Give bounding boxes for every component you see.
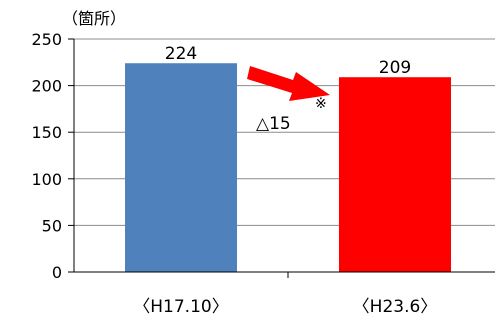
- x-category-label: 〈H17.10〉: [133, 297, 228, 317]
- bar: [125, 63, 237, 273]
- y-tick-label: 250: [31, 30, 62, 49]
- y-tick-label: 150: [31, 123, 62, 142]
- y-tick-label: 100: [31, 170, 62, 189]
- annotation-note-mark: ※: [315, 96, 327, 112]
- bar: [339, 77, 451, 272]
- annotation: △15 ※: [247, 66, 330, 134]
- x-category-label: 〈H23.6〉: [353, 297, 438, 317]
- y-tick-label: 50: [42, 216, 62, 235]
- data-labels: 224 209: [165, 44, 411, 78]
- y-unit-label: （箇所）: [62, 9, 126, 28]
- y-tick-label: 200: [31, 77, 62, 96]
- x-category-labels: 〈H17.10〉 〈H23.6〉: [133, 297, 437, 317]
- y-tick-label: 0: [52, 263, 62, 282]
- annotation-delta-label: △15: [256, 114, 291, 134]
- data-label: 224: [165, 44, 197, 64]
- data-label: 209: [379, 58, 411, 78]
- decrease-arrow-icon: [247, 66, 330, 101]
- bars: [125, 63, 451, 273]
- axes: [68, 38, 495, 278]
- y-tick-labels: 0 50 100 150 200 250: [31, 30, 62, 282]
